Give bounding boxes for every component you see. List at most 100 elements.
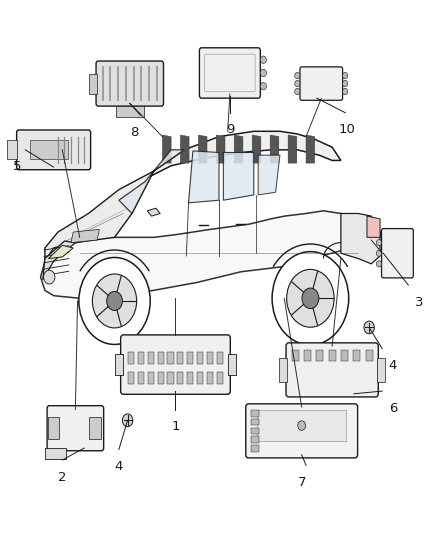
Circle shape — [286, 269, 334, 327]
Text: 4: 4 — [389, 359, 397, 372]
FancyBboxPatch shape — [47, 406, 104, 451]
Text: 1: 1 — [171, 420, 180, 433]
Bar — [316, 350, 323, 361]
Circle shape — [295, 72, 300, 79]
Text: 6: 6 — [389, 402, 397, 415]
Polygon shape — [270, 135, 279, 163]
Circle shape — [295, 80, 300, 87]
Circle shape — [364, 321, 374, 334]
Bar — [341, 350, 348, 361]
Bar — [115, 354, 123, 375]
Polygon shape — [43, 241, 75, 280]
FancyBboxPatch shape — [199, 48, 260, 98]
Bar — [217, 372, 223, 384]
Polygon shape — [48, 245, 73, 259]
Text: 10: 10 — [339, 123, 356, 136]
Bar — [187, 352, 193, 364]
Text: 4: 4 — [115, 460, 123, 473]
Polygon shape — [180, 135, 189, 163]
Bar — [167, 372, 173, 384]
Bar — [366, 350, 373, 361]
Bar — [148, 352, 154, 364]
Bar — [30, 140, 68, 159]
Bar — [187, 372, 193, 384]
Circle shape — [260, 69, 266, 77]
Bar — [138, 352, 144, 364]
FancyBboxPatch shape — [381, 229, 413, 278]
Text: 9: 9 — [226, 123, 234, 136]
Bar — [45, 448, 66, 459]
Text: 8: 8 — [130, 126, 138, 139]
Bar — [304, 350, 311, 361]
Polygon shape — [234, 135, 243, 163]
Circle shape — [343, 88, 348, 95]
Circle shape — [122, 414, 133, 426]
Polygon shape — [223, 152, 254, 200]
Bar — [177, 372, 184, 384]
Bar — [251, 410, 259, 417]
Polygon shape — [162, 135, 171, 163]
Bar — [48, 417, 59, 439]
Bar — [292, 350, 299, 361]
Bar — [251, 445, 259, 451]
Circle shape — [272, 252, 349, 345]
Bar — [89, 74, 97, 93]
Circle shape — [298, 421, 306, 430]
Polygon shape — [341, 214, 380, 264]
Circle shape — [302, 288, 319, 309]
Bar — [197, 352, 203, 364]
Bar — [251, 437, 259, 443]
Circle shape — [376, 250, 381, 256]
Bar — [7, 140, 17, 159]
Polygon shape — [258, 155, 280, 195]
Bar — [228, 354, 236, 375]
Bar — [377, 358, 385, 382]
Circle shape — [44, 270, 55, 284]
Bar — [217, 352, 223, 364]
Polygon shape — [97, 131, 341, 237]
Circle shape — [92, 274, 137, 328]
Bar — [251, 419, 259, 425]
Bar — [207, 352, 213, 364]
Bar — [158, 352, 164, 364]
Circle shape — [107, 292, 122, 311]
Bar — [353, 350, 360, 361]
Bar — [177, 352, 184, 364]
Polygon shape — [367, 216, 380, 237]
Polygon shape — [216, 135, 225, 163]
Bar — [128, 372, 134, 384]
Polygon shape — [147, 208, 160, 216]
Polygon shape — [252, 135, 261, 163]
Polygon shape — [288, 135, 297, 163]
Polygon shape — [41, 211, 380, 298]
Polygon shape — [71, 229, 99, 243]
Bar — [116, 106, 144, 117]
Text: 3: 3 — [415, 296, 424, 309]
FancyBboxPatch shape — [96, 61, 163, 106]
FancyBboxPatch shape — [300, 67, 343, 100]
Text: 7: 7 — [297, 476, 306, 489]
Circle shape — [343, 80, 348, 87]
Bar — [197, 372, 203, 384]
Bar — [279, 358, 287, 382]
Bar — [328, 350, 336, 361]
FancyBboxPatch shape — [286, 343, 378, 397]
Circle shape — [343, 72, 348, 79]
Polygon shape — [119, 150, 184, 214]
FancyBboxPatch shape — [17, 130, 91, 169]
Polygon shape — [198, 135, 207, 163]
Bar — [148, 372, 154, 384]
Bar — [257, 410, 346, 441]
Bar — [128, 352, 134, 364]
FancyBboxPatch shape — [246, 404, 357, 458]
FancyBboxPatch shape — [120, 335, 230, 394]
Text: 2: 2 — [58, 471, 67, 483]
Bar — [207, 372, 213, 384]
Bar — [89, 417, 101, 439]
Circle shape — [260, 56, 266, 63]
Bar — [158, 372, 164, 384]
Circle shape — [376, 261, 381, 267]
Circle shape — [260, 83, 266, 90]
Circle shape — [376, 239, 381, 246]
Circle shape — [295, 88, 300, 95]
